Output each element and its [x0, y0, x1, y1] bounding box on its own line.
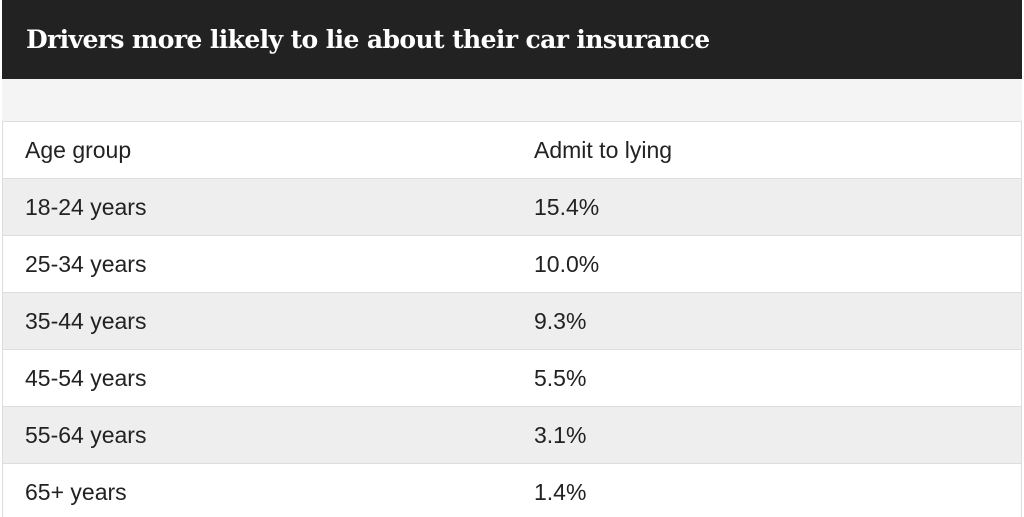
table-row: 45-54 years 5.5%	[3, 349, 1021, 407]
table-row: 35-44 years 9.3%	[3, 292, 1021, 350]
age-group-cell: 25-34 years	[3, 235, 512, 293]
admit-to-lying-cell: 5.5%	[512, 349, 1021, 407]
table-row: 65+ years 1.4%	[3, 463, 1021, 517]
column-header-age-group: Age group	[3, 122, 512, 179]
column-header-admit-to-lying: Admit to lying	[512, 122, 1021, 179]
data-table-container: Age group Admit to lying 18-24 years 15.…	[2, 121, 1022, 517]
table-row: 55-64 years 3.1%	[3, 406, 1021, 464]
admit-to-lying-cell: 9.3%	[512, 292, 1021, 350]
admit-to-lying-cell: 1.4%	[512, 463, 1021, 517]
age-group-cell: 35-44 years	[3, 292, 512, 350]
age-group-cell: 18-24 years	[3, 178, 512, 236]
chart-header: Drivers more likely to lie about their c…	[2, 0, 1022, 79]
age-group-cell: 65+ years	[3, 463, 512, 517]
data-table: Age group Admit to lying 18-24 years 15.…	[3, 122, 1021, 517]
admit-to-lying-cell: 3.1%	[512, 406, 1021, 464]
admit-to-lying-cell: 10.0%	[512, 235, 1021, 293]
admit-to-lying-cell: 15.4%	[512, 178, 1021, 236]
header-spacer	[2, 79, 1022, 121]
age-group-cell: 45-54 years	[3, 349, 512, 407]
chart-title: Drivers more likely to lie about their c…	[26, 25, 710, 54]
table-row: 25-34 years 10.0%	[3, 235, 1021, 293]
table-header-row: Age group Admit to lying	[3, 122, 1021, 179]
table-row: 18-24 years 15.4%	[3, 178, 1021, 236]
age-group-cell: 55-64 years	[3, 406, 512, 464]
